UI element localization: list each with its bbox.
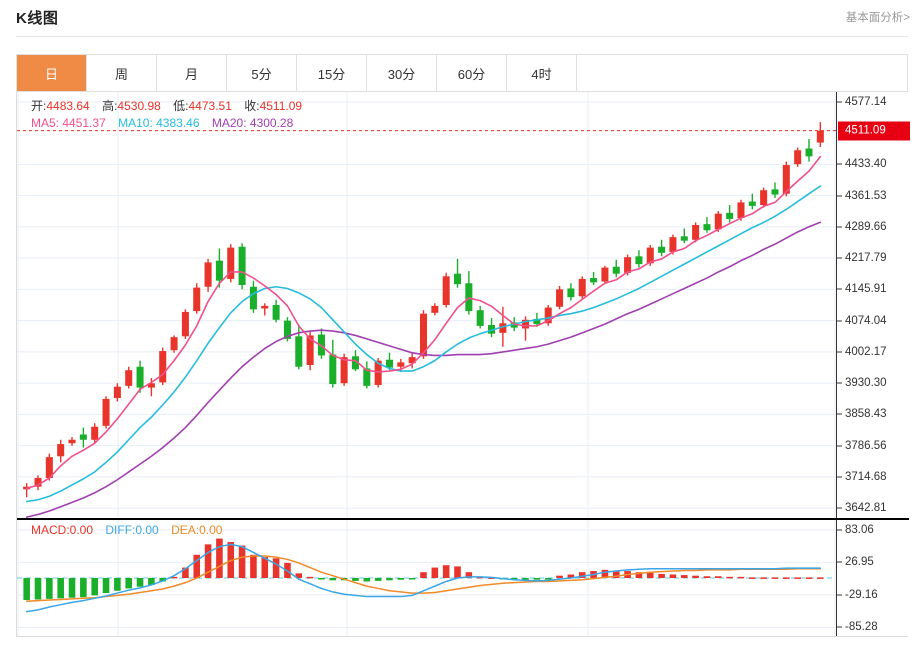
period-tabbar[interactable]: 日 周 月 5分 15分 30分 60分 4时 <box>16 54 908 92</box>
axis-tick-mark <box>837 257 842 259</box>
price-axis-label: 3858.43 <box>845 408 887 421</box>
tab-day[interactable]: 日 <box>17 55 87 91</box>
tab-label: 15分 <box>317 66 346 82</box>
price-plot-area[interactable] <box>17 92 836 518</box>
header-divider <box>16 36 908 37</box>
tab-period-5[interactable]: 30分 <box>367 55 437 91</box>
page-title: K线图 <box>16 9 59 27</box>
macd-axis: 83.06 26.95 -29.16 -85.28 <box>836 520 909 636</box>
axis-tick-mark <box>837 507 842 509</box>
tab-label: 4时 <box>531 66 552 82</box>
tab-label: 60分 <box>457 66 486 82</box>
tab-period-3[interactable]: 5分 <box>227 55 297 91</box>
tab-label: 5分 <box>251 66 272 82</box>
macd-axis-label: -85.28 <box>845 621 878 634</box>
tab-period-6[interactable]: 60分 <box>437 55 507 91</box>
price-panel: 开:4483.64 高:4530.98 低:4473.51 收:4511.09 … <box>17 92 910 518</box>
axis-tick-mark <box>837 561 842 563</box>
macd-svg <box>17 520 836 636</box>
price-axis-label: 4289.66 <box>845 220 887 233</box>
axis-tick-mark <box>837 351 842 353</box>
price-axis-label: 4577.14 <box>845 95 887 108</box>
axis-tick-mark <box>837 413 842 415</box>
price-axis-label: 4074.04 <box>845 314 887 327</box>
axis-tick-mark <box>837 320 842 322</box>
axis-tick-mark <box>837 529 842 531</box>
macd-axis-label: 26.95 <box>845 556 874 569</box>
price-axis-label: 4002.17 <box>845 345 887 358</box>
tab-period-1[interactable]: 周 <box>87 55 157 91</box>
macd-panel: MACD:0.00 DIFF:0.00 DEA:0.00 83.06 26.95-… <box>17 520 909 636</box>
tabbar-filler <box>577 55 908 91</box>
tab-label: 日 <box>44 66 58 82</box>
price-axis-label: 4433.40 <box>845 158 887 171</box>
axis-tick-mark <box>837 226 842 228</box>
page-header: K线图 基本面分析> <box>0 0 924 34</box>
macd-plot-area[interactable] <box>17 520 836 636</box>
axis-tick-mark <box>837 594 842 596</box>
tab-period-7[interactable]: 4时 <box>507 55 577 91</box>
tab-label: 30分 <box>387 66 416 82</box>
price-axis-label: 4361.53 <box>845 189 887 202</box>
axis-tick-mark <box>837 163 842 165</box>
chart-container: 开:4483.64 高:4530.98 低:4473.51 收:4511.09 … <box>16 92 910 637</box>
macd-axis-label: 83.06 <box>845 523 874 536</box>
tab-period-2[interactable]: 月 <box>157 55 227 91</box>
axis-tick-mark <box>837 195 842 197</box>
price-axis-label: 4217.79 <box>845 252 887 265</box>
axis-tick-mark <box>837 626 842 628</box>
axis-tick-mark <box>837 288 842 290</box>
fundamental-analysis-link[interactable]: 基本面分析> <box>845 12 910 24</box>
candlestick-svg <box>17 92 836 518</box>
axis-tick-mark <box>837 101 842 103</box>
price-axis-label: 3930.30 <box>845 377 887 390</box>
price-axis: 4577.14 4511.09 4433.40 4361.53 4289.66 4217.… <box>836 92 910 518</box>
axis-tick-mark <box>837 476 842 478</box>
price-axis-label: 3786.56 <box>845 439 887 452</box>
macd-axis-label: -29.16 <box>845 588 878 601</box>
price-axis-label: 3714.68 <box>845 470 887 483</box>
tab-label: 周 <box>114 66 128 82</box>
axis-tick-mark <box>837 382 842 384</box>
current-price-badge: 4511.09 <box>838 121 910 141</box>
axis-tick-mark <box>837 445 842 447</box>
tab-period-4[interactable]: 15分 <box>297 55 367 91</box>
tab-label: 月 <box>184 66 198 82</box>
price-axis-label: 4145.91 <box>845 283 887 296</box>
price-axis-label: 3642.81 <box>845 502 887 515</box>
panel-divider <box>17 518 909 520</box>
